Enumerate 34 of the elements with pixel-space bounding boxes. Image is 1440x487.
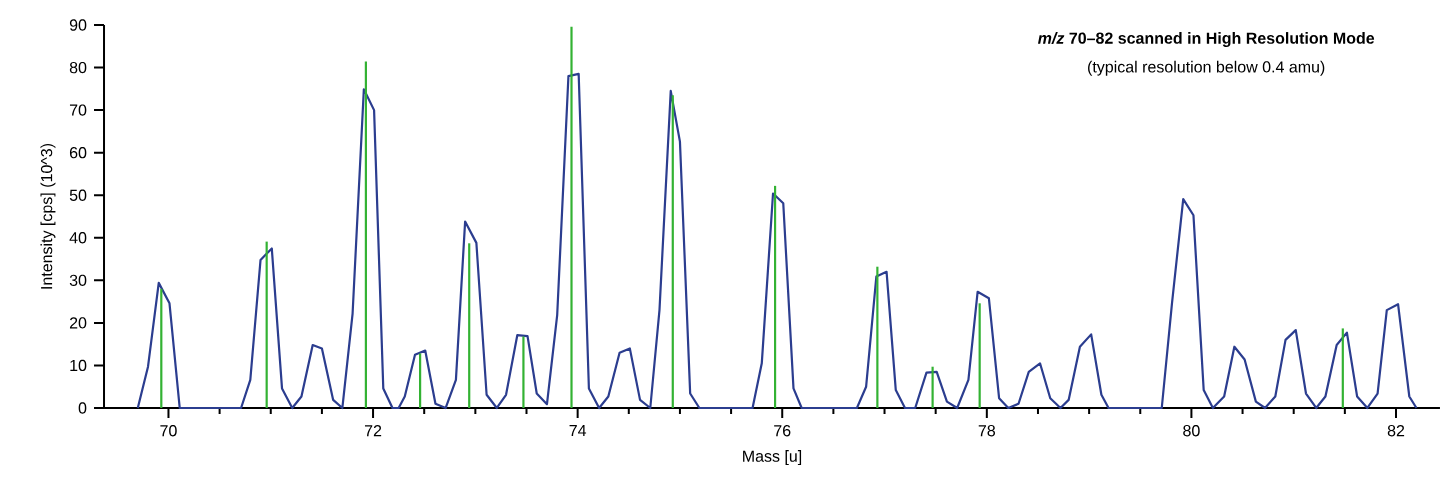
x-tick-label: 72	[364, 425, 382, 437]
bar	[978, 303, 981, 408]
y-tick-label: 50	[69, 189, 87, 201]
y-tick-label: 80	[69, 61, 87, 74]
bar	[671, 95, 674, 408]
bar	[468, 243, 471, 408]
x-tick-label: 82	[1387, 425, 1405, 437]
bar	[265, 241, 268, 408]
bar	[1341, 328, 1344, 408]
bar	[364, 61, 367, 408]
x-tick-label: 70	[160, 425, 177, 437]
bar	[570, 26, 573, 408]
y-tick-label: 90	[69, 19, 87, 31]
y-tick-label: 0	[78, 402, 87, 414]
y-tick-label: 30	[69, 274, 87, 286]
chart-title: m/z 70–82 scanned in High Resolution Mode	[1038, 32, 1375, 48]
x-axis-title: Mass [u]	[743, 450, 802, 466]
text: (typical resolution below 0.4 amu)	[1088, 60, 1325, 76]
x-tick-label: 78	[978, 425, 996, 437]
y-tick-label: 10	[70, 359, 87, 372]
y-tick-label: 60	[69, 147, 87, 159]
x-tick-label: 76	[774, 425, 791, 437]
bar	[160, 288, 163, 408]
bar	[419, 353, 422, 408]
y-axis-title: Intensity [cps] (10^3)	[40, 143, 56, 289]
bar	[773, 185, 777, 408]
x-tick-label: 80	[1183, 425, 1200, 437]
y-tick-label: 40	[69, 232, 87, 244]
bar	[931, 366, 934, 408]
y-tick-label: 70	[69, 104, 87, 116]
bar	[876, 266, 879, 408]
y-tick-label: 20	[69, 317, 87, 329]
x-tick-label: 74	[569, 425, 587, 437]
bar	[522, 336, 525, 408]
